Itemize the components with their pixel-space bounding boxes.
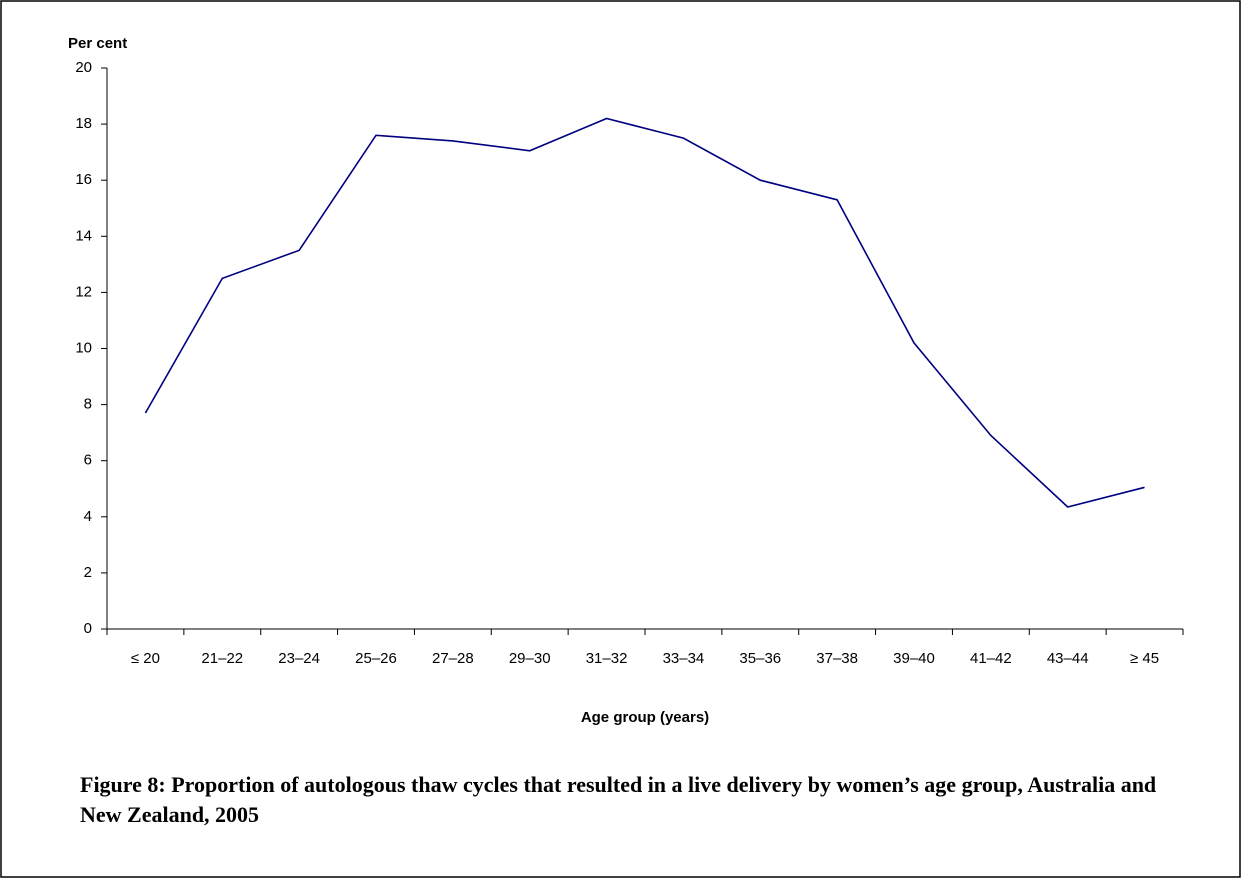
y-tick-label: 14	[75, 227, 92, 244]
y-tick-label: 10	[75, 339, 92, 356]
x-tick-label: 39–40	[893, 650, 935, 667]
x-tick-label: ≤ 20	[131, 650, 160, 667]
x-tick-label: 29–30	[509, 650, 551, 667]
x-tick-label: 35–36	[739, 650, 781, 667]
y-tick-label: 16	[75, 171, 92, 188]
y-tick-label: 4	[84, 508, 92, 525]
x-tick-label: 43–44	[1047, 650, 1089, 667]
data-line	[144, 117, 1145, 508]
y-axis-label: Per cent	[68, 35, 127, 52]
x-tick-label: 25–26	[355, 650, 397, 667]
x-tick-label: 27–28	[432, 650, 474, 667]
y-tick-label: 6	[84, 452, 92, 469]
x-tick-label: ≥ 45	[1130, 650, 1159, 667]
chart-title: Figure 8: Proportion of autologous thaw …	[80, 772, 1157, 827]
y-tick-label: 0	[84, 620, 92, 637]
x-tick-label: 37–38	[816, 650, 858, 667]
y-tick-label: 20	[75, 59, 92, 76]
x-tick-label: 21–22	[201, 650, 243, 667]
y-tick-label: 18	[75, 115, 92, 132]
x-tick-label: 33–34	[663, 650, 705, 667]
x-tick-label: 31–32	[586, 650, 628, 667]
y-tick-label: 8	[84, 396, 92, 413]
y-tick-label: 2	[84, 564, 92, 581]
x-axis-label: Age group (years)	[581, 709, 709, 726]
y-tick-label: 12	[75, 283, 92, 300]
x-tick-label: 23–24	[278, 650, 320, 667]
x-tick-label: 41–42	[970, 650, 1012, 667]
